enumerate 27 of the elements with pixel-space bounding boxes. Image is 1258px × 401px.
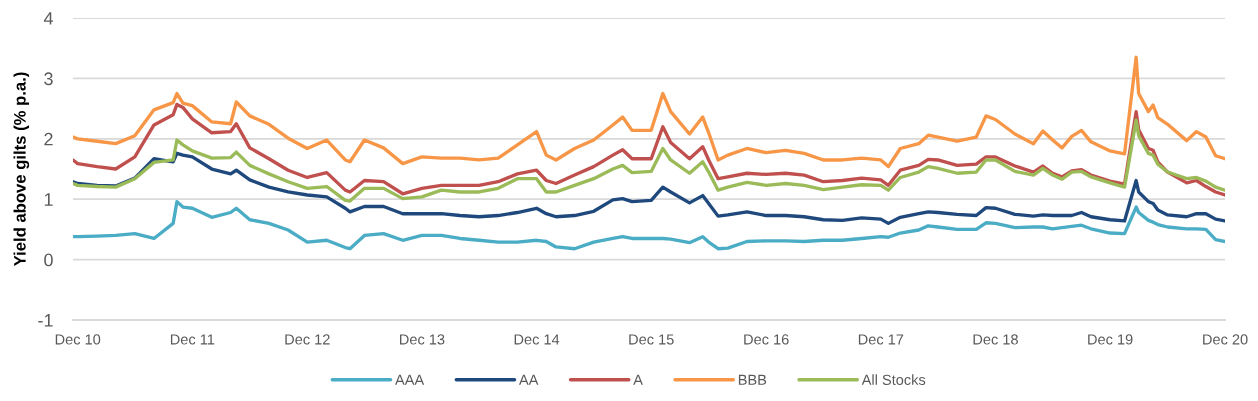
y-tick-label: 0	[44, 253, 53, 267]
legend-label: AAA	[395, 374, 425, 385]
x-tick-label: Dec 18	[973, 334, 1018, 345]
legend-label: BBB	[738, 374, 767, 385]
y-tick-label: 3	[44, 72, 53, 86]
y-tick-label: 1	[44, 193, 53, 206]
x-tick-label: Dec 17	[858, 334, 904, 345]
x-tick-label: Dec 11	[170, 334, 215, 345]
y-tick-label: 2	[44, 132, 53, 146]
line-series	[72, 151, 1226, 226]
x-tick-label: Dec 19	[1088, 334, 1133, 345]
line-series	[72, 118, 1226, 203]
line-series	[72, 55, 1226, 169]
x-tick-label: Dec 10	[55, 334, 101, 345]
legend-label: All Stocks	[861, 374, 926, 385]
x-tick-label: Dec 16	[744, 334, 789, 345]
line-series	[72, 199, 1226, 251]
x-tick-label: Dec 15	[629, 334, 674, 345]
x-tick-label: Dec 12	[285, 334, 330, 345]
y-axis-title: Yield above gilts (% p.a.)	[13, 72, 30, 267]
x-tick-label: Dec 14	[514, 334, 560, 345]
y-tick-label: 4	[43, 12, 53, 25]
x-tick-label: Dec 20	[1203, 334, 1248, 345]
legend-label: A	[633, 374, 643, 385]
x-tick-label: Dec 13	[400, 334, 445, 345]
legend-label: AA	[518, 374, 539, 385]
y-tick-label: -1	[38, 314, 53, 327]
